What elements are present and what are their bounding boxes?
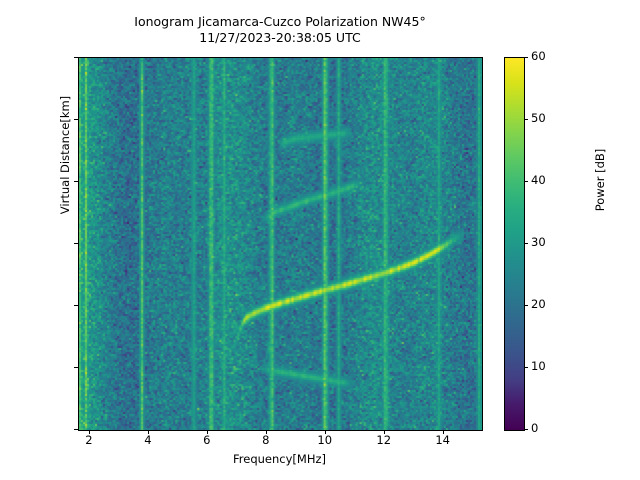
- ionogram-heatmap-canvas: [79, 58, 482, 430]
- y-tick-mark: [74, 429, 78, 430]
- x-tick-mark: [206, 430, 208, 434]
- colorbar-tick-mark: [524, 243, 528, 244]
- title-line-2: 11/27/2023-20:38:05 UTC: [199, 30, 361, 45]
- colorbar-tick-mark: [524, 119, 528, 120]
- colorbar-label: Power [dB]: [593, 148, 607, 212]
- x-tick-label: 2: [85, 433, 93, 447]
- colorbar-tick-label: 10: [531, 359, 546, 373]
- x-tick-mark: [147, 430, 149, 434]
- x-tick-label: 6: [203, 433, 211, 447]
- x-tick-label: 10: [317, 433, 333, 447]
- colorbar-tick-mark: [524, 367, 528, 368]
- colorbar-tick-mark: [524, 181, 528, 182]
- x-axis-label: Frequency[MHz]: [233, 452, 326, 466]
- y-tick-mark: [74, 243, 78, 244]
- colorbar-tick-mark: [524, 57, 528, 58]
- y-tick-mark: [74, 119, 78, 120]
- x-tick-label: 4: [144, 433, 152, 447]
- ionogram-plot-area: [78, 57, 483, 431]
- colorbar-tick-label: 20: [531, 297, 546, 311]
- y-axis-label: Virtual Distance[km]: [58, 95, 72, 215]
- colorbar-tick-label: 30: [531, 235, 546, 249]
- y-tick-mark: [74, 367, 78, 368]
- x-tick-mark: [383, 430, 385, 434]
- y-tick-mark: [74, 57, 78, 58]
- x-tick-mark: [442, 430, 444, 434]
- x-tick-label: 14: [435, 433, 450, 447]
- y-tick-mark: [74, 305, 78, 306]
- colorbar-tick-mark: [524, 429, 528, 430]
- x-tick-label: 8: [262, 433, 270, 447]
- x-tick-mark: [265, 430, 267, 434]
- x-tick-label: 12: [376, 433, 392, 447]
- y-tick-mark: [74, 181, 78, 182]
- colorbar-tick-label: 0: [531, 421, 539, 435]
- x-tick-mark: [88, 430, 90, 434]
- colorbar-tick-label: 60: [531, 49, 546, 63]
- colorbar-tick-mark: [524, 305, 528, 306]
- figure-title: Ionogram Jicamarca-Cuzco Polarization NW…: [0, 14, 560, 46]
- power-colorbar: [504, 57, 525, 431]
- title-line-1: Ionogram Jicamarca-Cuzco Polarization NW…: [134, 14, 426, 29]
- colorbar-tick-label: 50: [531, 111, 546, 125]
- colorbar-tick-label: 40: [531, 173, 546, 187]
- x-tick-mark: [324, 430, 326, 434]
